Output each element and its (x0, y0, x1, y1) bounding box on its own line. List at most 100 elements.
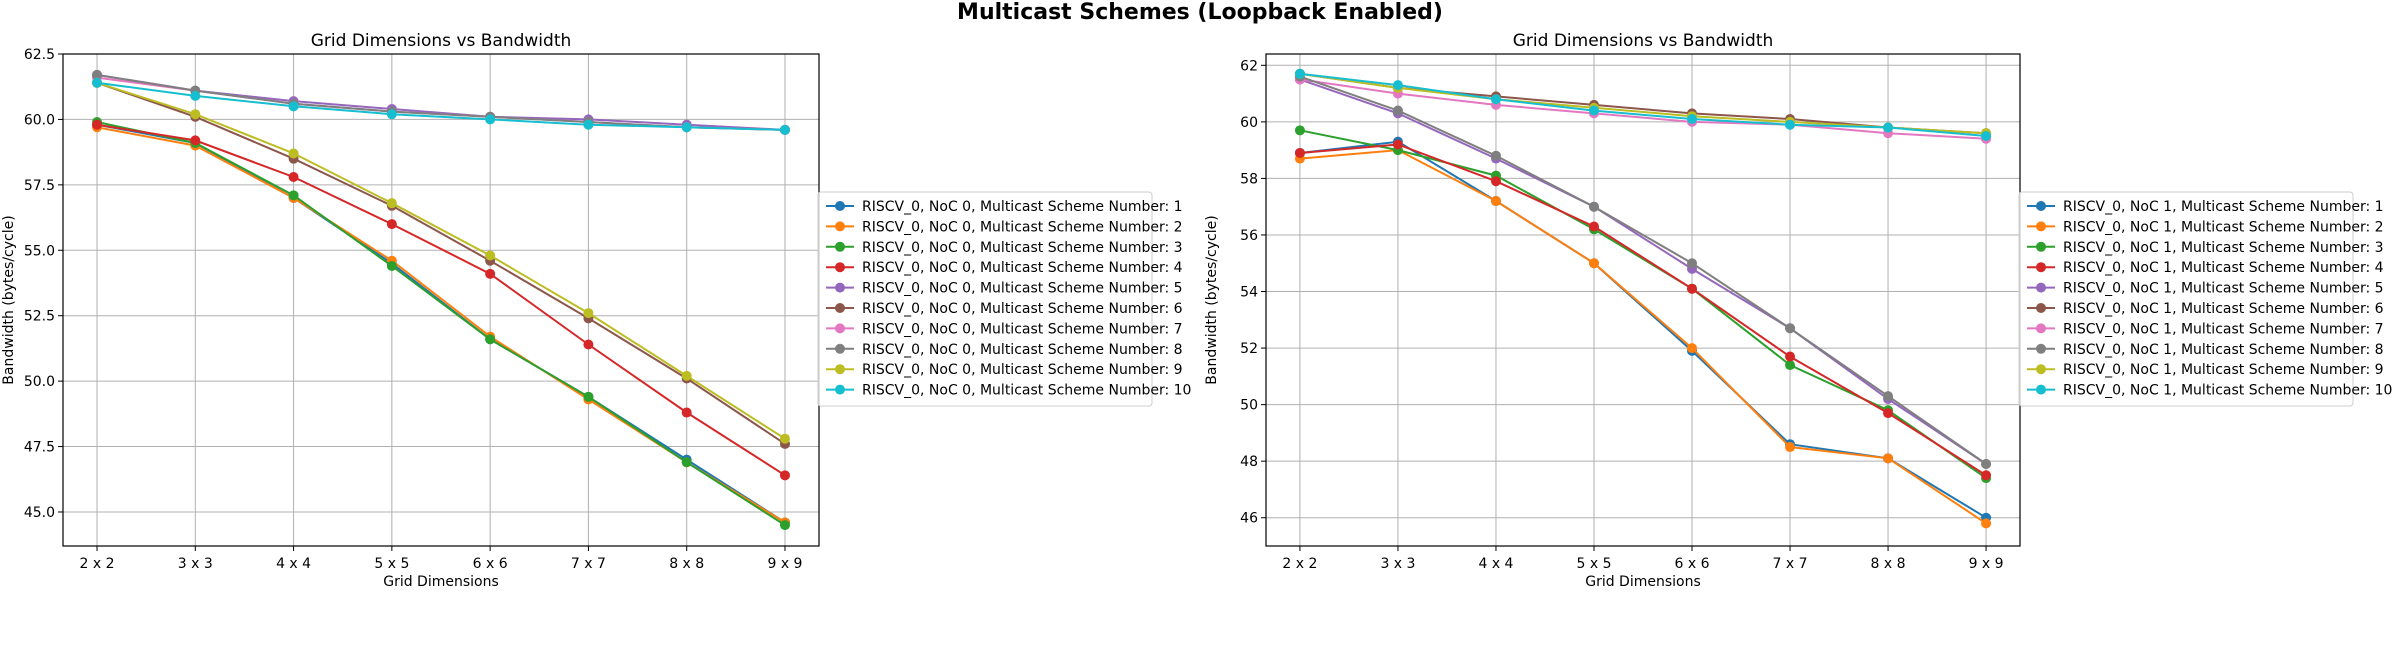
data-point (386, 109, 397, 120)
data-point (779, 470, 790, 481)
data-point (485, 250, 496, 261)
data-point (1785, 119, 1796, 130)
x-tick-label: 2 x 2 (1282, 556, 1317, 572)
legend-item: RISCV_0, NoC 1, Multicast Scheme Number:… (2027, 301, 2384, 317)
y-tick-label: 52.5 (24, 309, 55, 325)
data-point (1981, 131, 1992, 141)
legend-label: RISCV_0, NoC 0, Multicast Scheme Number:… (862, 362, 1183, 378)
legend-label: RISCV_0, NoC 0, Multicast Scheme Number:… (862, 240, 1183, 256)
legend-label: RISCV_0, NoC 1, Multicast Scheme Number:… (2063, 321, 2384, 337)
series-line (1299, 72, 1987, 135)
series-line (96, 123, 786, 477)
data-point (190, 90, 201, 101)
legend-item: RISCV_0, NoC 1, Multicast Scheme Number:… (2027, 219, 2384, 235)
legend-marker (2036, 241, 2046, 252)
data-point (1588, 201, 1599, 212)
data-point (1981, 470, 1992, 481)
y-tick-label: 57.5 (24, 178, 55, 194)
legend-label: RISCV_0, NoC 0, Multicast Scheme Number:… (862, 342, 1183, 358)
series-line (96, 76, 786, 131)
y-tick-label: 62.5 (24, 47, 55, 63)
data-point (1490, 150, 1501, 161)
data-point (1785, 442, 1796, 453)
series-line (96, 121, 786, 526)
series-line (96, 73, 786, 131)
data-point (1392, 139, 1403, 150)
x-tick-label: 9 x 9 (1969, 556, 2004, 572)
legend-item: RISCV_0, NoC 1, Multicast Scheme Number:… (2027, 240, 2384, 256)
series-line (1299, 78, 1987, 465)
x-tick-label: 7 x 7 (1773, 556, 1808, 572)
legend-item: RISCV_0, NoC 1, Multicast Scheme Number:… (2027, 199, 2384, 215)
y-tick-label: 46 (1240, 511, 1258, 527)
x-tick-label: 9 x 9 (767, 556, 802, 572)
data-point (1392, 80, 1403, 91)
legend-label: RISCV_0, NoC 1, Multicast Scheme Number:… (2063, 342, 2384, 358)
data-point (288, 148, 299, 159)
legend-item: RISCV_0, NoC 1, Multicast Scheme Number:… (2027, 362, 2384, 378)
data-point (190, 109, 201, 120)
data-point (583, 339, 594, 350)
legend-marker (2036, 364, 2046, 375)
legend-item: RISCV_0, NoC 0, Multicast Scheme Number:… (826, 199, 1183, 215)
x-tick-label: 2 x 2 (80, 556, 115, 572)
data-point (583, 308, 594, 319)
x-tick-label: 8 x 8 (1871, 556, 1906, 572)
y-tick-label: 48 (1240, 454, 1258, 470)
data-point (1490, 94, 1501, 105)
legend-label: RISCV_0, NoC 1, Multicast Scheme Number:… (2063, 240, 2384, 256)
y-tick-label: 56 (1240, 228, 1258, 244)
data-point (681, 370, 692, 381)
legend-marker (2036, 221, 2046, 232)
data-point (779, 124, 790, 135)
series-line (1299, 129, 1987, 479)
data-point (92, 77, 103, 88)
legend-label: RISCV_0, NoC 1, Multicast Scheme Number:… (2063, 383, 2392, 399)
series-line (96, 81, 786, 440)
x-tick-label: 8 x 8 (669, 556, 704, 572)
data-point (1687, 258, 1698, 269)
data-point (1981, 459, 1992, 469)
legend-label: RISCV_0, NoC 1, Multicast Scheme Number:… (2063, 260, 2384, 276)
x-tick-label: 5 x 5 (374, 556, 409, 572)
data-point (1588, 258, 1599, 269)
legend-label: RISCV_0, NoC 0, Multicast Scheme Number:… (862, 199, 1183, 215)
data-point (1981, 518, 1992, 529)
legend-label: RISCV_0, NoC 0, Multicast Scheme Number:… (862, 383, 1191, 399)
data-point (1687, 114, 1698, 125)
data-point (1687, 343, 1698, 354)
legend-marker (2036, 262, 2046, 273)
data-point (386, 260, 397, 271)
series-line (1299, 72, 1987, 135)
legend-label: RISCV_0, NoC 0, Multicast Scheme Number:… (862, 219, 1183, 235)
x-tick-label: 6 x 6 (473, 556, 508, 572)
legend-label: RISCV_0, NoC 0, Multicast Scheme Number:… (862, 321, 1183, 337)
data-point (1588, 105, 1599, 116)
y-axis-label: Bandwidth (bytes/cycle) (1204, 215, 1220, 384)
legend-marker (835, 221, 845, 232)
series-line (96, 73, 786, 131)
series-line (96, 81, 786, 131)
data-point (1294, 125, 1305, 136)
legend-marker (835, 241, 845, 252)
legend-marker (2036, 343, 2046, 354)
legend-marker (2036, 323, 2046, 334)
y-tick-label: 50.0 (24, 374, 55, 390)
legend-label: RISCV_0, NoC 1, Multicast Scheme Number:… (2063, 199, 2384, 215)
legend-marker (2036, 201, 2046, 211)
y-tick-label: 62 (1240, 58, 1258, 74)
y-tick-label: 50 (1240, 398, 1258, 414)
data-point (288, 172, 299, 182)
x-axis-label: Grid Dimensions (383, 574, 499, 590)
x-tick-label: 5 x 5 (1576, 556, 1611, 572)
x-tick-label: 6 x 6 (1675, 556, 1710, 572)
legend-label: RISCV_0, NoC 1, Multicast Scheme Number:… (2063, 362, 2384, 378)
y-tick-label: 58 (1240, 171, 1258, 187)
y-axis-label: Bandwidth (bytes/cycle) (1, 215, 17, 384)
series-line (1299, 72, 1987, 137)
legend-marker (835, 323, 845, 334)
y-tick-label: 55.0 (24, 243, 55, 259)
legend-item: RISCV_0, NoC 0, Multicast Scheme Number:… (826, 240, 1183, 256)
data-point (681, 407, 692, 418)
